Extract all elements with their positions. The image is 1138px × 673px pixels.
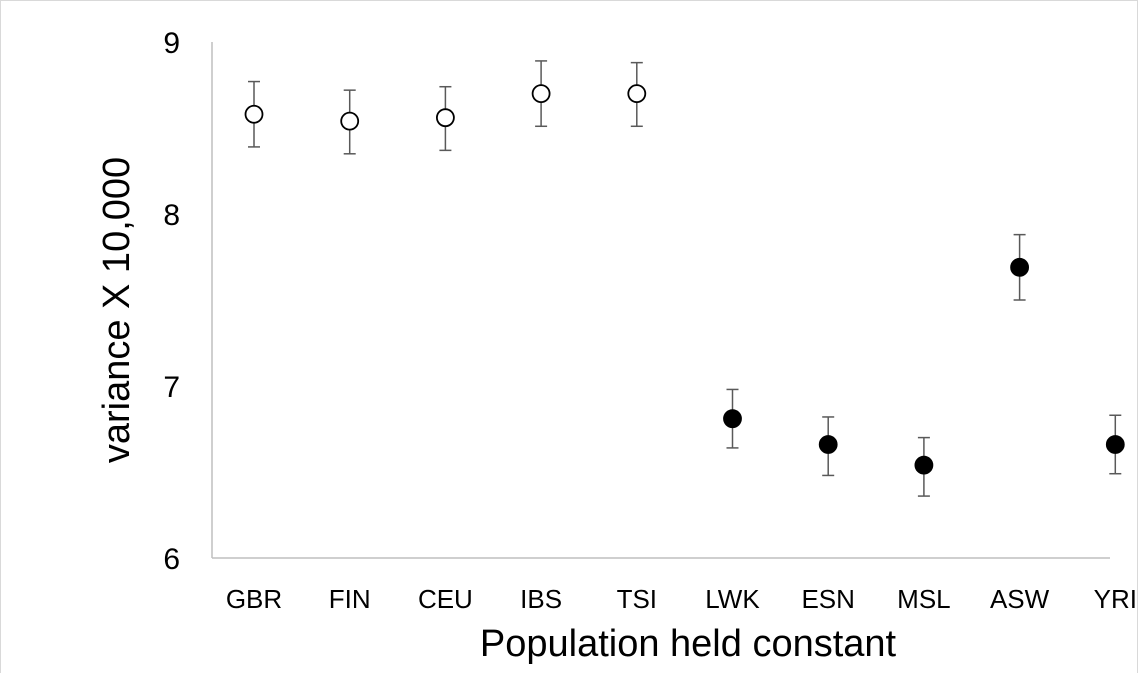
x-tick-label: MSL [897, 584, 950, 614]
x-tick-label: ESN [801, 584, 854, 614]
x-tick-label: IBS [520, 584, 562, 614]
x-axis-title: Population held constant [480, 623, 897, 665]
y-tick-label: 7 [163, 371, 180, 404]
y-axis-title: variance X 10,000 [96, 157, 138, 463]
open-data-point [627, 84, 647, 103]
filled-data-point [723, 409, 742, 429]
error-bars [248, 60, 1122, 497]
x-tick-label: FIN [329, 584, 371, 614]
open-data-point [435, 108, 455, 128]
filled-data-point [914, 455, 934, 475]
y-tick-label: 8 [163, 199, 180, 232]
open-data-point [244, 104, 264, 124]
open-data-point [340, 111, 360, 131]
y-tick-label: 9 [163, 27, 180, 60]
y-tick-labels: 6 7 8 9 [163, 27, 180, 576]
x-category-labels: GBR FIN CEU IBS TSI LWK ESN MSL ASW YRI [226, 584, 1137, 614]
open-data-point [531, 84, 551, 103]
data-points [244, 84, 1125, 475]
x-tick-label: ASW [990, 584, 1050, 614]
x-tick-label: CEU [418, 584, 473, 614]
x-tick-label: LWK [705, 584, 760, 614]
filled-data-point [818, 435, 838, 454]
y-tick-label: 6 [163, 543, 180, 576]
x-tick-label: TSI [617, 584, 657, 614]
x-tick-label: YRI [1094, 584, 1137, 614]
filled-data-point [1105, 435, 1125, 454]
filled-data-point [1010, 257, 1029, 277]
x-tick-label: GBR [226, 584, 282, 614]
